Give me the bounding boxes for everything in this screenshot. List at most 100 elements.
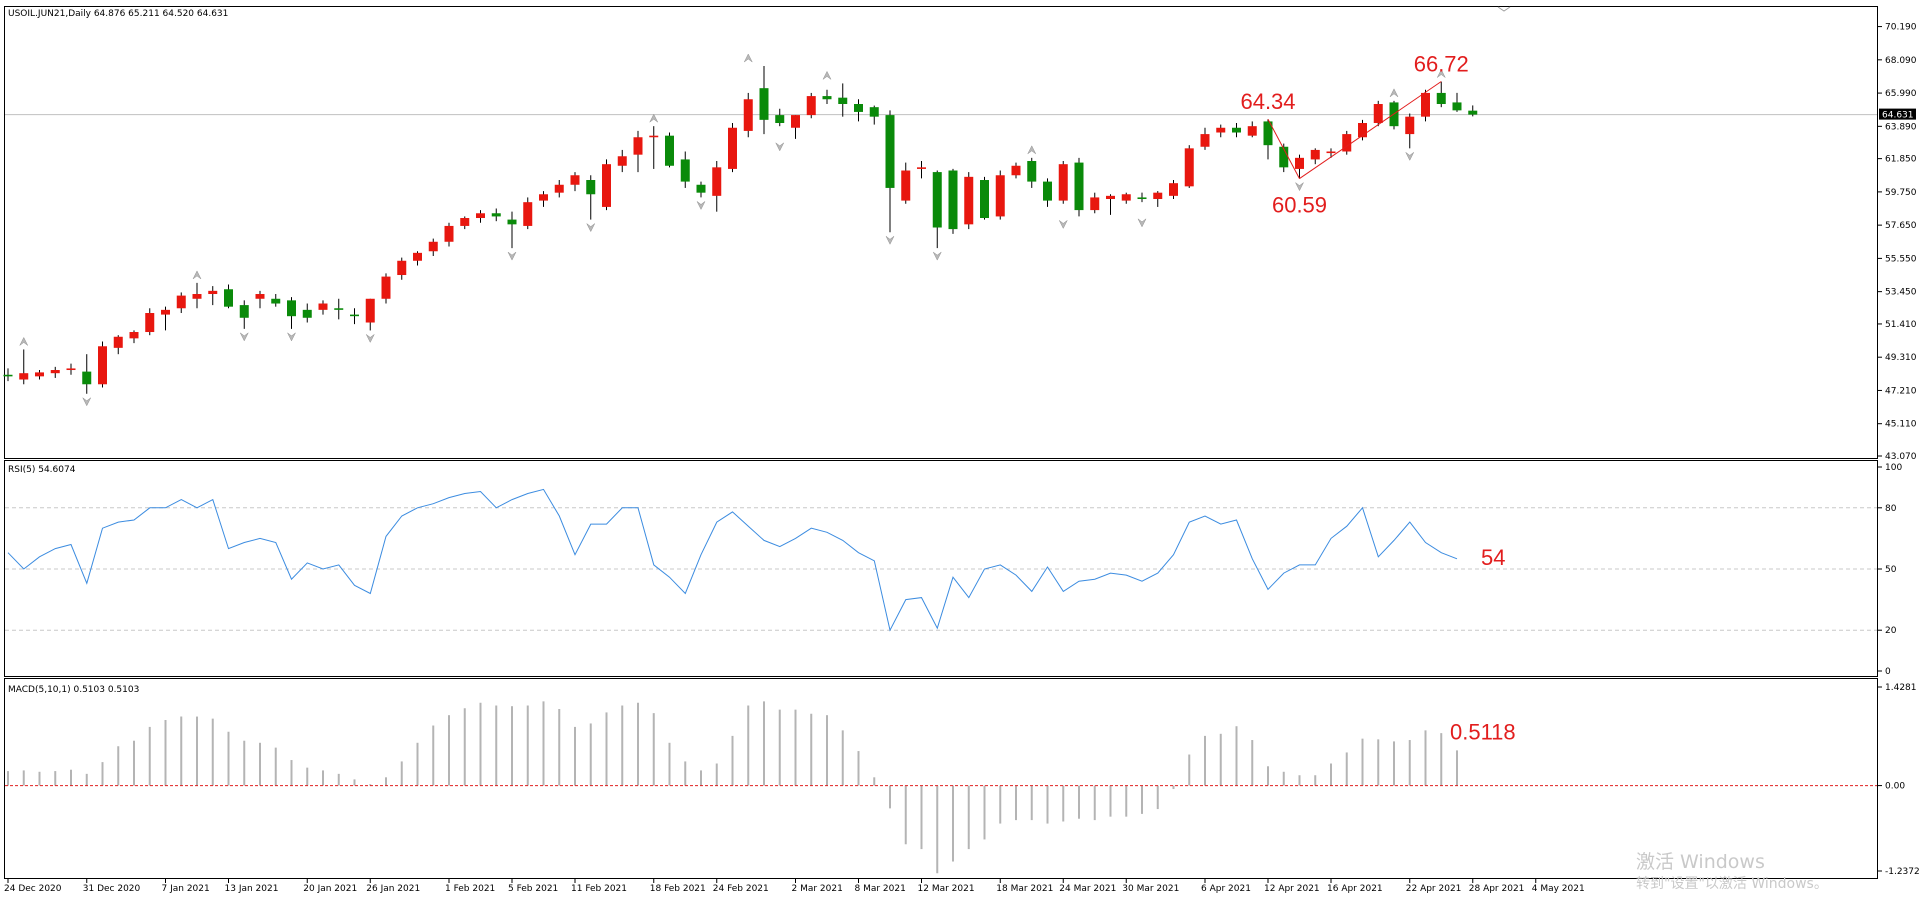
date-tick-label: 26 Jan 2021 bbox=[366, 884, 420, 894]
candle-body bbox=[1216, 127, 1226, 133]
candle-body bbox=[791, 115, 800, 128]
candle-body bbox=[82, 371, 92, 385]
macd-tick-label: 1.4281 bbox=[1885, 683, 1917, 693]
macd-tick-label: -1.2372 bbox=[1885, 867, 1920, 877]
date-tick-label: 24 Feb 2021 bbox=[713, 884, 769, 894]
candle-body bbox=[428, 241, 438, 252]
fractal-down-arrow bbox=[287, 332, 296, 342]
watermark-line1: 激活 Windows bbox=[1636, 851, 1765, 873]
date-tick-label: 24 Mar 2021 bbox=[1059, 884, 1116, 894]
candle-body bbox=[1436, 92, 1446, 105]
candle-body bbox=[1011, 165, 1021, 176]
candle-body bbox=[1200, 134, 1210, 147]
candle-body bbox=[460, 218, 470, 226]
rsi-tick-label: 0 bbox=[1885, 667, 1891, 677]
symbol-header: USOIL.JUN21,Daily 64.876 65.211 64.520 6… bbox=[8, 9, 228, 19]
candle-body bbox=[838, 97, 848, 105]
candle-body bbox=[66, 368, 76, 371]
fractal-down-arrow bbox=[696, 201, 706, 210]
candle-body bbox=[444, 225, 454, 242]
candle-body bbox=[145, 313, 155, 333]
fractal-down-arrow bbox=[240, 332, 249, 342]
candle-body bbox=[208, 290, 218, 295]
rsi-tick-label: 80 bbox=[1885, 504, 1897, 514]
candle-body bbox=[1184, 148, 1194, 187]
fractal-up-arrow bbox=[19, 336, 28, 346]
current-price-tag bbox=[1879, 108, 1916, 120]
price-tick-label: 59.750 bbox=[1885, 188, 1917, 198]
candle-body bbox=[586, 180, 596, 195]
price-pane[interactable]: 64.34 60.59 66.72 bbox=[3, 52, 1878, 407]
candle-body bbox=[1295, 157, 1304, 169]
macd-pane[interactable]: 0.5118 bbox=[5, 701, 1877, 874]
fractal-up-arrow bbox=[744, 53, 753, 63]
date-tick-label: 30 Mar 2021 bbox=[1122, 884, 1179, 894]
candle-body bbox=[932, 172, 942, 228]
candle-body bbox=[302, 309, 312, 318]
candle-body bbox=[680, 159, 690, 182]
price-tick-label: 47.210 bbox=[1885, 386, 1917, 396]
date-tick-label: 8 Mar 2021 bbox=[855, 884, 906, 894]
candle-body bbox=[1121, 194, 1131, 201]
candle-body bbox=[129, 332, 139, 339]
axes: 70.190 68.090 65.990 63.890 61.850 59.750 57.6… bbox=[4, 6, 1920, 894]
fractal-up-arrow bbox=[649, 113, 658, 123]
candle-body bbox=[917, 167, 926, 169]
fractal-up-arrow bbox=[192, 270, 202, 280]
candle-body bbox=[98, 346, 107, 385]
rsi-pane[interactable]: 54 bbox=[5, 488, 1877, 632]
candle-body bbox=[350, 314, 359, 317]
price-tick-label: 55.550 bbox=[1885, 254, 1917, 264]
date-tick-label: 31 Dec 2020 bbox=[83, 884, 141, 894]
date-tick-label: 12 Apr 2021 bbox=[1264, 884, 1320, 894]
date-tick-label: 11 Feb 2021 bbox=[571, 884, 627, 894]
candle-body bbox=[192, 294, 202, 299]
date-tick-label: 24 Dec 2020 bbox=[4, 884, 62, 894]
candle-body bbox=[665, 135, 674, 166]
date-tick-label: 1 Feb 2021 bbox=[445, 884, 495, 894]
macd-value-label: 0.5118 bbox=[1450, 719, 1516, 744]
candle-body bbox=[964, 176, 974, 225]
rsi-tick-label: 100 bbox=[1885, 463, 1902, 473]
candle-body bbox=[696, 184, 706, 193]
candle-body bbox=[1043, 181, 1052, 201]
candle-body bbox=[743, 99, 753, 131]
candle-body bbox=[1342, 134, 1352, 152]
candle-body bbox=[19, 373, 29, 380]
main-pane-frame bbox=[4, 6, 1878, 459]
macd-pane-frame bbox=[4, 678, 1878, 879]
candle-body bbox=[507, 219, 517, 225]
candle-body bbox=[3, 374, 13, 377]
candle-body bbox=[476, 213, 485, 219]
price-tick-label: 51.410 bbox=[1885, 320, 1917, 330]
candle-body bbox=[161, 309, 170, 315]
candle-body bbox=[318, 303, 328, 310]
price-tick-label: 45.110 bbox=[1885, 420, 1917, 430]
candle-body bbox=[775, 115, 785, 124]
candle-body bbox=[759, 88, 769, 120]
candle-body bbox=[1232, 127, 1241, 133]
macd-header: MACD(5,10,1) 0.5103 0.5103 bbox=[8, 685, 139, 695]
candle-body bbox=[633, 137, 643, 155]
candle-body bbox=[901, 170, 911, 201]
candle-body bbox=[1090, 197, 1100, 211]
price-tick-label: 68.090 bbox=[1885, 56, 1917, 66]
date-tick-label: 7 Jan 2021 bbox=[162, 884, 210, 894]
candle-body bbox=[1452, 102, 1462, 111]
candle-body bbox=[649, 135, 659, 138]
price-annotation: 66.72 bbox=[1414, 52, 1469, 77]
price-annotation: 64.34 bbox=[1240, 89, 1295, 114]
date-tick-label: 18 Mar 2021 bbox=[996, 884, 1053, 894]
price-tick-label: 43.070 bbox=[1885, 452, 1917, 462]
candle-body bbox=[1279, 146, 1289, 168]
candle-body bbox=[885, 115, 895, 188]
price-tick-label: 65.990 bbox=[1885, 89, 1917, 99]
candle-body bbox=[539, 194, 548, 201]
candle-body bbox=[980, 180, 989, 219]
fractal-up-arrow bbox=[1389, 88, 1399, 98]
candle-body bbox=[1027, 161, 1037, 182]
fractal-down-arrow bbox=[586, 223, 595, 233]
rsi-tick-label: 50 bbox=[1885, 565, 1897, 575]
candle-body bbox=[1263, 121, 1273, 146]
